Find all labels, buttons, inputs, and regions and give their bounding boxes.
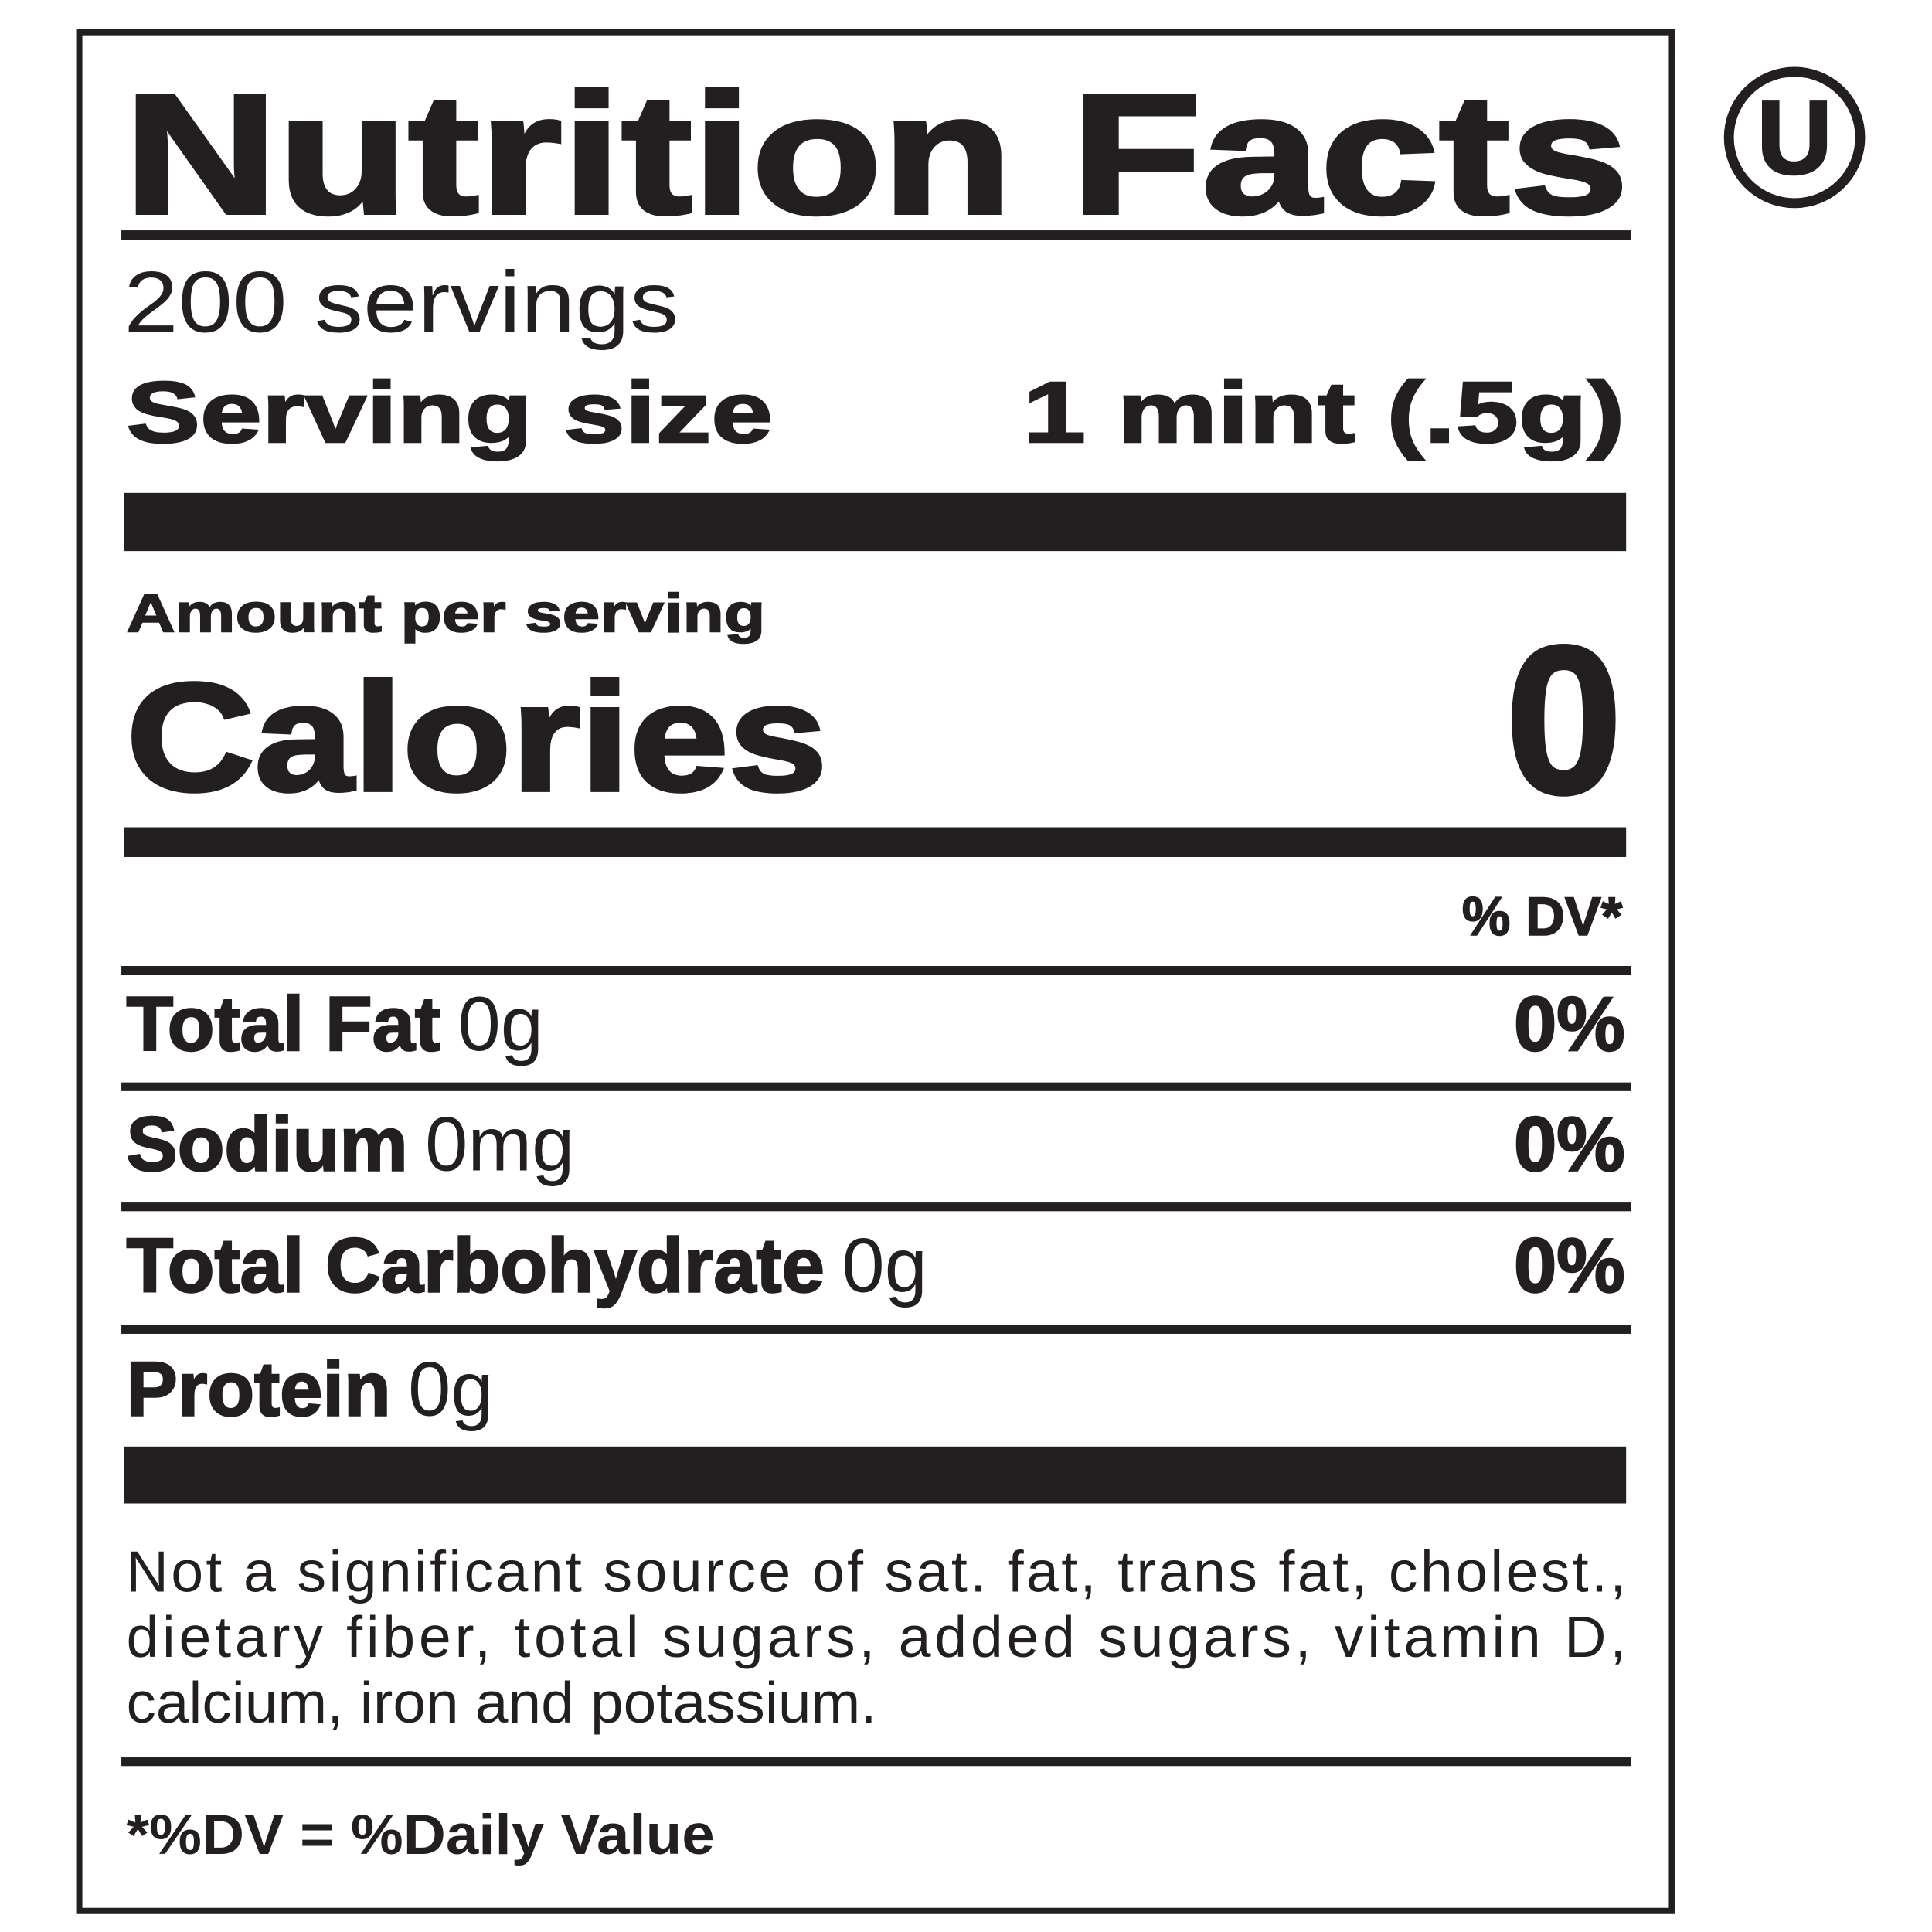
nutrient-name: Sodium	[126, 1101, 407, 1187]
nutrient-name: Total Fat	[126, 981, 440, 1067]
thick-bar	[124, 492, 1627, 552]
serving-size-value: 1 mint (.5g)	[1023, 363, 1625, 461]
nutrient-amount: 0mg	[425, 1101, 574, 1187]
serving-size-label: Serving size	[126, 363, 773, 461]
footnote-line: Not a significant source of sat. fat, tr…	[126, 1539, 1626, 1604]
rule	[121, 966, 1631, 975]
title-rule	[121, 230, 1631, 240]
nutrient-row-protein: Protein 0g	[125, 1346, 493, 1434]
nutrient-name: Protein	[126, 1347, 390, 1433]
nutrient-amount: 0g	[408, 1347, 494, 1433]
nutrient-row-sodium: Sodium 0mg 0%	[125, 1100, 1626, 1188]
medium-bar	[124, 827, 1627, 857]
dv-definition: *%DV = %Daily Value	[126, 1802, 714, 1866]
nutrient-dv: 0%	[1514, 1101, 1625, 1187]
kosher-letter: U	[1757, 79, 1832, 196]
dv-header: % DV*	[1462, 886, 1623, 947]
rule	[121, 1325, 1631, 1334]
amount-per-serving: Amount per serving	[126, 582, 765, 643]
nutrient-amount: 0g	[457, 981, 543, 1067]
orthodox-union-kosher-icon: U	[1723, 66, 1866, 209]
nutrient-dv: 0%	[1514, 1223, 1625, 1308]
servings-per-container: 200 servings	[124, 253, 679, 350]
footnote-line: calcium, iron and potassium.	[126, 1670, 876, 1735]
rule	[121, 1082, 1631, 1091]
nutrient-row-total-fat: Total Fat 0g 0%	[125, 981, 1626, 1068]
footnote-line: dietary fiber, total sugars, added sugar…	[126, 1604, 1626, 1669]
nutrient-dv: 0%	[1514, 981, 1625, 1067]
calories-label: Calories	[126, 651, 827, 823]
nutrient-name: Total Carbohydrate	[126, 1223, 824, 1308]
nutrient-row-total-carbohydrate: Total Carbohydrate 0g 0%	[125, 1222, 1626, 1309]
calories-value: 0	[1505, 602, 1623, 838]
rule	[121, 1757, 1631, 1767]
label-border	[76, 29, 1675, 1914]
label-title: Nutrition Facts	[124, 59, 1628, 250]
thick-bar	[124, 1446, 1627, 1504]
rule	[121, 1202, 1631, 1212]
nutrient-amount: 0g	[842, 1223, 927, 1308]
